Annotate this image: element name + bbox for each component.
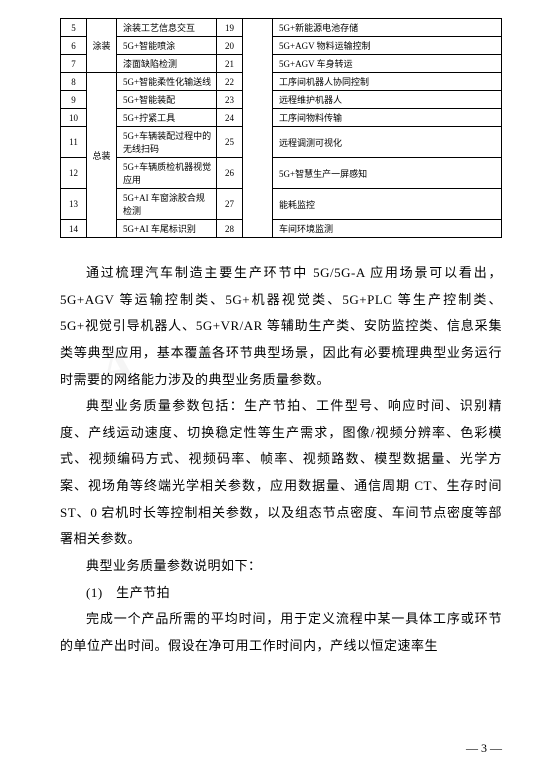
row-num-left: 10 bbox=[61, 109, 87, 127]
page-number: — 3 — bbox=[466, 741, 502, 756]
row-num-right: 19 bbox=[217, 19, 243, 37]
desc-left: 5G+AI 车尾标识别 bbox=[117, 220, 217, 238]
row-num-left: 8 bbox=[61, 73, 87, 91]
row-num-right: 26 bbox=[217, 158, 243, 189]
table-row: 9 5G+智能装配23 远程维护机器人 bbox=[61, 91, 502, 109]
desc-right: 工序间物料传输 bbox=[273, 109, 502, 127]
desc-left: 5G+AI 车窗涂胶合规检测 bbox=[117, 189, 217, 220]
desc-left: 5G+智能装配 bbox=[117, 91, 217, 109]
row-num-right: 24 bbox=[217, 109, 243, 127]
table-row: 7 漆面缺陷检测21 5G+AGV 车身转运 bbox=[61, 55, 502, 73]
row-num-left: 9 bbox=[61, 91, 87, 109]
desc-right: 工序间机器人协同控制 bbox=[273, 73, 502, 91]
table-row: 12 5G+车辆质检机器视觉应用26 5G+智慧生产一屏感知 bbox=[61, 158, 502, 189]
row-num-left: 5 bbox=[61, 19, 87, 37]
desc-left: 5G+拧紧工具 bbox=[117, 109, 217, 127]
desc-left: 5G+智能柔性化输送线 bbox=[117, 73, 217, 91]
table-row: 8总装5G+智能柔性化输送线22工序间机器人协同控制 bbox=[61, 73, 502, 91]
row-num-right: 20 bbox=[217, 37, 243, 55]
row-num-right: 21 bbox=[217, 55, 243, 73]
category-cell: 总装 bbox=[87, 73, 117, 238]
category-cell: 涂装 bbox=[87, 19, 117, 73]
row-num-left: 7 bbox=[61, 55, 87, 73]
desc-right: 远程维护机器人 bbox=[273, 91, 502, 109]
table-row: 11 5G+车辆装配过程中的无线扫码25 远程调测可视化 bbox=[61, 127, 502, 158]
table-row: 5涂装涂装工艺信息交互195G+新能源电池存储 bbox=[61, 19, 502, 37]
paragraph-2: 典型业务质量参数包括：生产节拍、工件型号、响应时间、识别精度、产线运动速度、切换… bbox=[60, 393, 502, 553]
page-content: 5涂装涂装工艺信息交互19 5G+新能源电池存储 6 5G+智能喷涂20 5G+AGV … bbox=[0, 0, 554, 690]
paragraph-1: 通过梳理汽车制造主要生产环节中 5G/5G-A 应用场景可以看出，5G+AGV … bbox=[60, 260, 502, 393]
table-row: 6 5G+智能喷涂20 5G+AGV 物料运输控制 bbox=[61, 37, 502, 55]
blank-category-cell bbox=[243, 19, 273, 238]
desc-left: 涂装工艺信息交互 bbox=[117, 19, 217, 37]
scenario-table: 5涂装涂装工艺信息交互19 5G+新能源电池存储 6 5G+智能喷涂20 5G+AGV … bbox=[60, 18, 502, 238]
desc-left: 5G+车辆质检机器视觉应用 bbox=[117, 158, 217, 189]
desc-right: 能耗监控 bbox=[273, 189, 502, 220]
table-row: 13 5G+AI 车窗涂胶合规检测27 能耗监控 bbox=[61, 189, 502, 220]
paragraph-4: (1) 生产节拍 bbox=[60, 580, 502, 607]
row-num-left: 13 bbox=[61, 189, 87, 220]
table-row: 14 5G+AI 车尾标识别28 车间环境监测 bbox=[61, 220, 502, 238]
desc-right: 5G+AGV 物料运输控制 bbox=[273, 37, 502, 55]
row-num-right: 25 bbox=[217, 127, 243, 158]
row-num-right: 23 bbox=[217, 91, 243, 109]
row-num-left: 6 bbox=[61, 37, 87, 55]
desc-right: 5G+新能源电池存储 bbox=[273, 19, 502, 37]
row-num-right: 27 bbox=[217, 189, 243, 220]
row-num-right: 28 bbox=[217, 220, 243, 238]
desc-left: 漆面缺陷检测 bbox=[117, 55, 217, 73]
table-row: 10 5G+拧紧工具24 工序间物料传输 bbox=[61, 109, 502, 127]
desc-left: 5G+车辆装配过程中的无线扫码 bbox=[117, 127, 217, 158]
paragraph-3: 典型业务质量参数说明如下： bbox=[60, 553, 502, 580]
row-num-left: 11 bbox=[61, 127, 87, 158]
desc-right: 车间环境监测 bbox=[273, 220, 502, 238]
row-num-right: 22 bbox=[217, 73, 243, 91]
desc-right: 5G+AGV 车身转运 bbox=[273, 55, 502, 73]
paragraph-5: 完成一个产品所需的平均时间，用于定义流程中某一具体工序或环节的单位产出时间。假设… bbox=[60, 606, 502, 659]
row-num-left: 14 bbox=[61, 220, 87, 238]
desc-right: 5G+智慧生产一屏感知 bbox=[273, 158, 502, 189]
desc-right: 远程调测可视化 bbox=[273, 127, 502, 158]
row-num-left: 12 bbox=[61, 158, 87, 189]
desc-left: 5G+智能喷涂 bbox=[117, 37, 217, 55]
